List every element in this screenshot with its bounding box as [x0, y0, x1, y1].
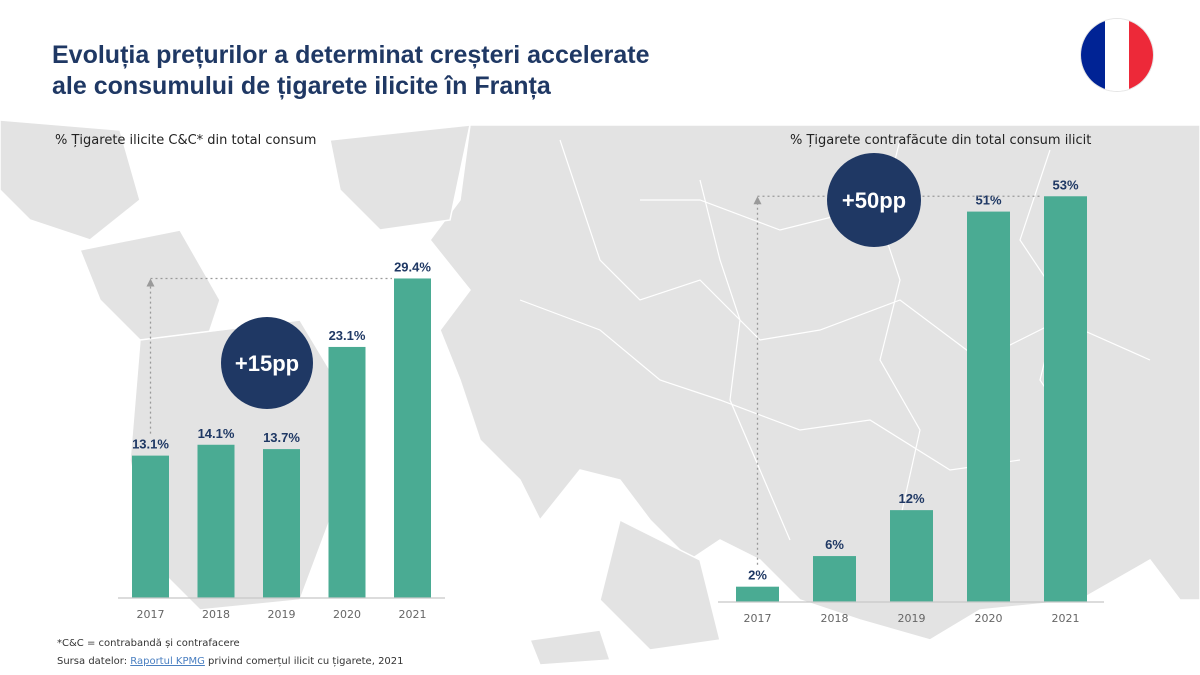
chart2-value-label-2017: 2% — [748, 568, 767, 583]
chart2-bar-2020 — [967, 211, 1010, 602]
chart1-bar-2017 — [132, 455, 169, 598]
chart2-tick-label-2018: 2018 — [821, 612, 849, 625]
title-line-1: Evoluția prețurilor a determinat creșter… — [52, 41, 650, 69]
chart2-tick-label-2020: 2020 — [975, 612, 1003, 625]
chart1-value-label-2018: 14.1% — [198, 426, 235, 441]
chart1-bar-2021 — [394, 278, 431, 598]
footnote-definition: *C&C = contrabandă și contrafacere — [57, 638, 240, 649]
chart1-tick-label-2018: 2018 — [202, 608, 230, 621]
chart2-bar-2018 — [813, 556, 856, 602]
chart2-bar-2019 — [890, 510, 933, 602]
chart1-value-label-2019: 13.7% — [263, 430, 300, 445]
flag-stripe-white — [1105, 19, 1129, 91]
chart1-annotation-label: +15pp — [235, 351, 299, 376]
chart1-tick-label-2019: 2019 — [268, 608, 296, 621]
chart1-value-label-2020: 23.1% — [329, 328, 366, 343]
chart1-bar-2020 — [328, 346, 366, 598]
chart1-bar-2019 — [263, 449, 300, 598]
chart2-value-label-2020: 51% — [975, 193, 1001, 208]
chart2-tick-label-2019: 2019 — [898, 612, 926, 625]
source-prefix: Sursa datelor: — [57, 656, 131, 667]
chart1-tick-label-2020: 2020 — [333, 608, 361, 621]
chart2-annotation-badge — [827, 153, 921, 247]
kpmg-report-link[interactable]: Raportul KPMG — [130, 656, 205, 667]
left-chart-subtitle: % Țigarete ilicite C&C* din total consum — [55, 133, 317, 148]
chart1-value-label-2021: 29.4% — [394, 259, 431, 274]
chart2-tick-label-2021: 2021 — [1052, 612, 1080, 625]
chart2-bar-2017 — [736, 586, 779, 602]
page-title: Evoluția prețurilor a determinat creșter… — [52, 40, 649, 102]
footnote-source: Sursa datelor: Raportul KPMG privind com… — [57, 656, 404, 667]
title-line-2: ale consumului de țigarete ilicite în Fr… — [52, 72, 551, 100]
chart1-tick-label-2017: 2017 — [137, 608, 165, 621]
chart1-value-label-2017: 13.1% — [132, 437, 169, 452]
right-chart-subtitle: % Țigarete contrafăcute din total consum… — [790, 133, 1092, 148]
chart2-tick-label-2017: 2017 — [744, 612, 772, 625]
chart2-value-label-2021: 53% — [1052, 177, 1078, 192]
chart1-annotation-arrowhead — [146, 278, 155, 287]
chart2-annotation-arrowhead — [753, 196, 762, 205]
chart2-value-label-2018: 6% — [825, 537, 844, 552]
chart2-annotation-label: +50pp — [842, 188, 906, 213]
chart2-value-label-2019: 12% — [898, 491, 924, 506]
chart1-annotation-badge — [221, 317, 313, 409]
chart2-bar-2021 — [1044, 196, 1087, 602]
source-suffix: privind comerțul ilicit cu țigarete, 202… — [204, 656, 404, 667]
chart1-tick-label-2021: 2021 — [399, 608, 427, 621]
chart1-bar-2018 — [197, 444, 235, 598]
